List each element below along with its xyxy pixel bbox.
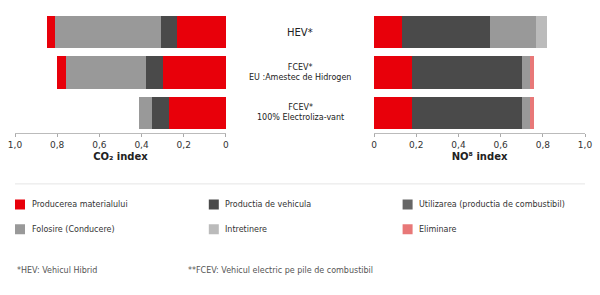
svg-text:0,6: 0,6 <box>493 140 508 150</box>
svg-text:1,0: 1,0 <box>8 140 23 150</box>
svg-text:0: 0 <box>223 140 229 150</box>
svg-text:0,2: 0,2 <box>409 140 423 150</box>
svg-text:0,2: 0,2 <box>177 140 191 150</box>
svg-text:0,6: 0,6 <box>92 140 107 150</box>
svg-text:FCEV*100% Electroliza-vant: FCEV*100% Electroliza-vant <box>257 103 344 122</box>
svg-text:HEV*: HEV* <box>287 27 313 38</box>
svg-text:0,8: 0,8 <box>50 140 65 150</box>
svg-text:1,0: 1,0 <box>578 140 593 150</box>
svg-text:0,4: 0,4 <box>451 140 466 150</box>
svg-text:**FCEV: Vehicul electric pe pi: **FCEV: Vehicul electric pe pile de comb… <box>188 266 373 275</box>
svg-text:0,8: 0,8 <box>536 140 551 150</box>
svg-text:Producerea materialului: Producerea materialului <box>32 200 128 209</box>
svg-text:NO⁸ index: NO⁸ index <box>452 151 508 162</box>
svg-text:FCEV*EU :Amestec de Hidrogen: FCEV*EU :Amestec de Hidrogen <box>249 63 351 82</box>
svg-text:Folosire (Conducere): Folosire (Conducere) <box>32 225 115 234</box>
svg-text:0,4: 0,4 <box>134 140 149 150</box>
svg-text:0: 0 <box>371 140 377 150</box>
svg-text:Utilizarea (productia de combu: Utilizarea (productia de combustibil) <box>419 200 565 209</box>
svg-text:Productia de vehicula: Productia de vehicula <box>225 200 311 209</box>
svg-text:Eliminare: Eliminare <box>419 225 457 234</box>
svg-text:CO₂ index: CO₂ index <box>93 151 148 162</box>
svg-text:*HEV: Vehicul Hibrid: *HEV: Vehicul Hibrid <box>17 266 97 275</box>
svg-text:Intretinere: Intretinere <box>225 225 267 234</box>
